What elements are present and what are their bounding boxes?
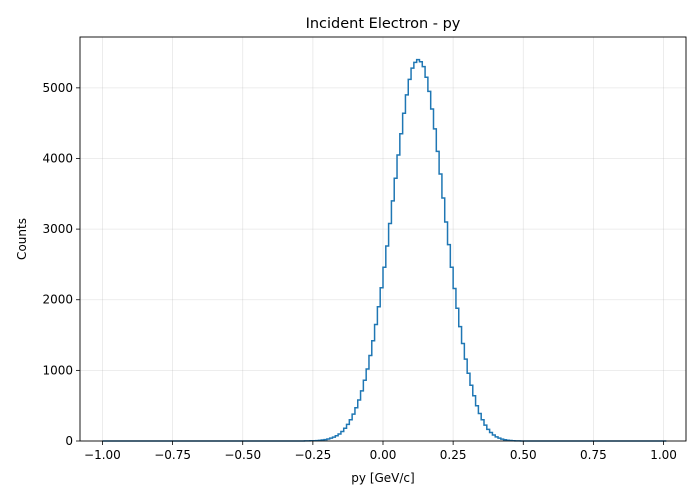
y-axis-label: Counts bbox=[15, 218, 29, 260]
y-tick-label: 2000 bbox=[42, 293, 73, 307]
y-tick-label: 3000 bbox=[42, 222, 73, 236]
y-tick-label: 0 bbox=[65, 434, 73, 448]
x-axis-label: py [GeV/c] bbox=[351, 471, 414, 485]
y-axis-ticks: 0 1000 2000 3000 4000 5000 bbox=[42, 81, 80, 448]
x-tick-label: −0.25 bbox=[294, 448, 331, 462]
x-tick-label: −0.50 bbox=[224, 448, 261, 462]
chart-title: Incident Electron - py bbox=[306, 16, 461, 32]
x-tick-label: 0.00 bbox=[370, 448, 397, 462]
x-tick-label: 0.75 bbox=[580, 448, 607, 462]
x-tick-label: 0.50 bbox=[510, 448, 537, 462]
x-tick-label: −0.75 bbox=[154, 448, 191, 462]
x-tick-label: 1.00 bbox=[650, 448, 677, 462]
y-tick-label: 1000 bbox=[42, 363, 73, 377]
x-tick-label: 0.25 bbox=[440, 448, 467, 462]
x-tick-label: −1.00 bbox=[84, 448, 121, 462]
y-tick-label: 5000 bbox=[42, 81, 73, 95]
y-tick-label: 4000 bbox=[42, 151, 73, 165]
x-axis-ticks: −1.00 −0.75 −0.50 −0.25 0.00 0.25 0.50 0.75 1.00 bbox=[84, 441, 677, 462]
